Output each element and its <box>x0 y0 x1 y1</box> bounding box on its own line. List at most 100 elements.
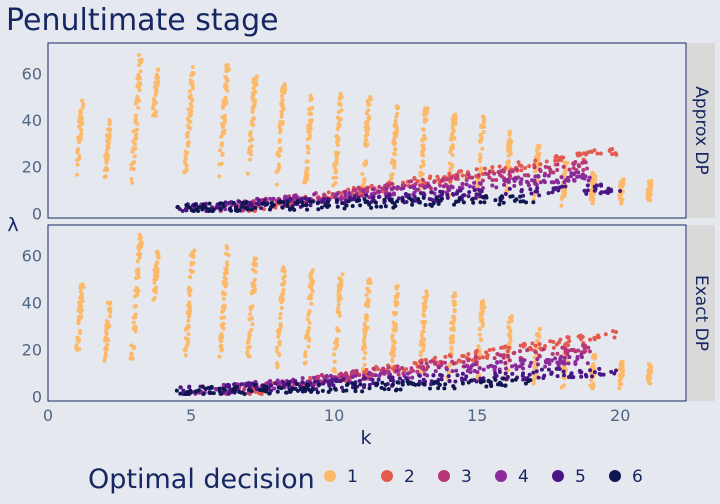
data-point <box>279 114 284 119</box>
data-point <box>450 124 455 129</box>
data-point <box>510 364 515 369</box>
data-point <box>184 203 189 208</box>
data-point <box>538 180 543 185</box>
data-point <box>438 373 443 378</box>
data-point <box>418 342 423 347</box>
data-point <box>400 380 405 385</box>
data-point <box>287 385 292 390</box>
data-point <box>503 366 508 371</box>
data-point <box>455 174 460 179</box>
data-point <box>561 366 566 371</box>
data-point <box>353 389 358 394</box>
data-point <box>253 81 258 86</box>
data-point <box>480 309 485 314</box>
data-point <box>503 383 508 388</box>
data-point <box>477 332 482 337</box>
data-point <box>185 342 190 347</box>
data-point <box>362 370 367 375</box>
data-point <box>278 146 283 151</box>
data-point <box>227 200 232 205</box>
data-point <box>524 179 529 184</box>
data-point <box>481 367 486 372</box>
data-point <box>383 382 388 387</box>
data-point <box>250 204 255 209</box>
data-point <box>187 205 192 210</box>
data-point <box>557 360 562 365</box>
data-point <box>175 205 180 210</box>
data-point <box>187 293 192 298</box>
legend-item[interactable]: 2 <box>381 467 415 487</box>
data-point <box>379 385 384 390</box>
data-point <box>306 150 311 155</box>
data-point <box>409 381 414 386</box>
data-point <box>130 180 135 185</box>
data-point <box>178 385 183 390</box>
data-point <box>421 195 426 200</box>
data-point <box>335 192 340 197</box>
legend-item[interactable]: 3 <box>438 467 472 487</box>
legend-item[interactable]: 4 <box>495 467 529 487</box>
data-point <box>419 360 424 365</box>
y-tick-label: 0 <box>32 387 42 406</box>
data-point <box>380 186 385 191</box>
data-point <box>521 193 526 198</box>
data-point <box>307 133 312 138</box>
data-point <box>133 113 138 118</box>
data-point <box>576 163 581 168</box>
data-point <box>392 123 397 128</box>
data-point <box>421 325 426 330</box>
data-point <box>129 176 134 181</box>
data-point <box>648 187 653 192</box>
data-point <box>360 389 365 394</box>
data-point <box>267 391 272 396</box>
data-point <box>522 342 527 347</box>
data-point <box>132 325 137 330</box>
data-point <box>305 207 310 212</box>
data-point <box>246 338 251 343</box>
data-point <box>108 306 113 311</box>
data-point <box>534 332 539 337</box>
data-point <box>482 166 487 171</box>
legend-item[interactable]: 6 <box>609 467 643 487</box>
data-point <box>466 194 471 199</box>
data-point <box>423 296 428 301</box>
data-point <box>408 196 413 201</box>
data-point <box>410 375 415 380</box>
data-point <box>555 168 560 173</box>
data-point <box>253 76 258 81</box>
data-point <box>490 165 495 170</box>
data-point <box>506 320 511 325</box>
data-point <box>561 361 566 366</box>
data-point <box>308 203 313 208</box>
data-point <box>232 389 237 394</box>
data-point <box>280 205 285 210</box>
data-point <box>187 385 192 390</box>
data-point <box>306 327 311 332</box>
data-point <box>232 382 237 387</box>
data-point <box>362 161 367 166</box>
data-point <box>334 338 339 343</box>
data-point <box>138 69 143 74</box>
data-point <box>551 170 556 175</box>
data-point <box>424 361 429 366</box>
legend-item[interactable]: 1 <box>324 467 358 487</box>
data-point <box>451 129 456 134</box>
data-point <box>451 120 456 125</box>
data-point <box>223 277 228 282</box>
data-point <box>300 380 305 385</box>
data-point <box>243 205 248 210</box>
legend-item[interactable]: 5 <box>552 467 586 487</box>
data-point <box>393 146 398 151</box>
data-point <box>330 192 335 197</box>
data-point <box>381 366 386 371</box>
data-point <box>347 195 352 200</box>
data-point <box>519 362 524 367</box>
data-point <box>587 349 592 354</box>
data-point <box>442 386 447 391</box>
data-point <box>280 97 285 102</box>
data-point <box>154 87 159 92</box>
data-point <box>361 182 366 187</box>
data-point <box>558 337 563 342</box>
data-point <box>437 382 442 387</box>
data-point <box>421 146 426 151</box>
